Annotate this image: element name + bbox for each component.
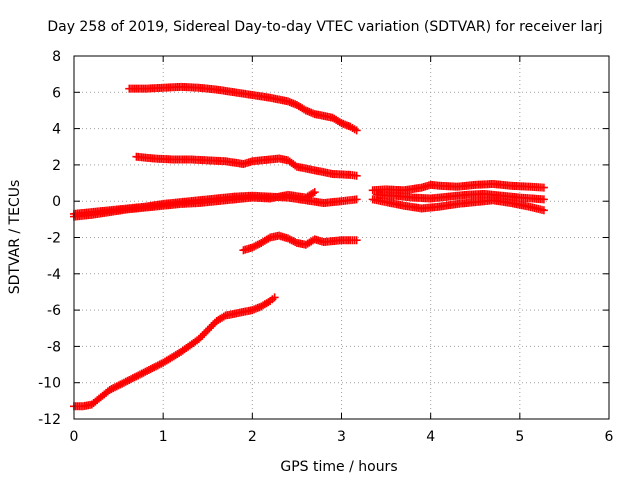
x-tick-label: 5	[515, 429, 524, 445]
data-markers	[368, 179, 548, 195]
series-track-upper	[125, 82, 361, 135]
series-track-right-c	[373, 189, 548, 204]
data-markers	[239, 231, 361, 255]
y-tick-label: 8	[52, 49, 61, 65]
x-axis-label: GPS time / hours	[280, 459, 397, 475]
series-track-lower-short	[239, 231, 361, 255]
series-track-second	[132, 152, 361, 180]
y-tick-label: 2	[52, 158, 61, 174]
x-tick-label: 1	[159, 429, 168, 445]
y-axis-label: SDTVAR / TECUs	[7, 180, 23, 295]
y-tick-label: 6	[52, 85, 61, 101]
data-points	[70, 82, 548, 411]
grid	[74, 56, 609, 419]
y-tick-label: -6	[47, 303, 61, 319]
plot-frame	[73, 55, 610, 420]
y-tick-label: -10	[38, 376, 61, 392]
x-tick-label: 6	[605, 429, 614, 445]
x-tick-label: 0	[70, 429, 79, 445]
y-tick-label: -2	[47, 231, 61, 247]
x-tick-label: 4	[426, 429, 435, 445]
y-tick-label: -4	[47, 267, 61, 283]
chart-title: Day 258 of 2019, Sidereal Day-to-day VTE…	[47, 19, 602, 35]
y-tick-label: -12	[38, 412, 61, 428]
data-markers	[368, 195, 548, 215]
series-track-right-a	[368, 179, 548, 195]
y-tick-label: 4	[52, 122, 61, 138]
y-tick-label: 0	[52, 194, 61, 210]
data-markers	[132, 152, 361, 180]
data-markers	[125, 82, 361, 135]
series-track-right-b	[368, 195, 548, 215]
data-markers	[373, 189, 548, 204]
x-tick-label: 3	[337, 429, 346, 445]
x-tick-label: 2	[248, 429, 257, 445]
y-tick-label: -8	[47, 339, 61, 355]
